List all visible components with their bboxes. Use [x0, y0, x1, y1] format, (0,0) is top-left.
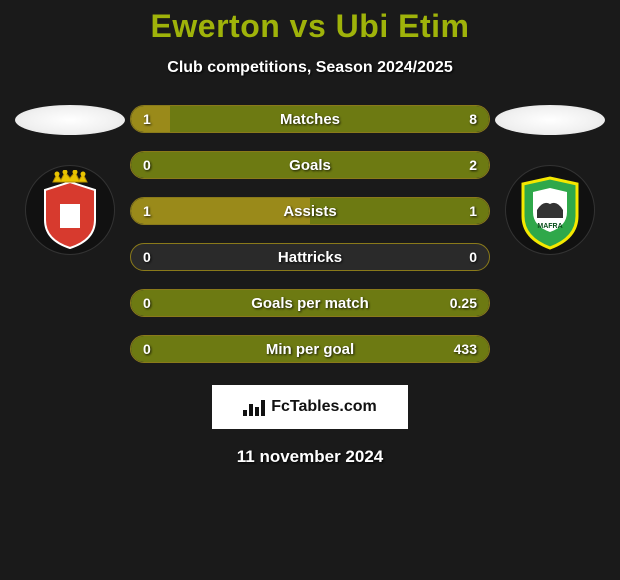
- date-text: 11 november 2024: [0, 447, 620, 467]
- club-left-badge: [25, 165, 115, 255]
- bar-value-right: 0.25: [450, 290, 477, 316]
- svg-text:MAFRA: MAFRA: [537, 223, 562, 230]
- player1-silhouette: [15, 105, 125, 135]
- stat-bar: 18Matches: [130, 105, 490, 133]
- player2-silhouette: [495, 105, 605, 135]
- bar-value-right: 1: [469, 198, 477, 224]
- stat-bar: 02Goals: [130, 151, 490, 179]
- bar-fill-right: [131, 336, 489, 362]
- page-title: Ewerton vs Ubi Etim: [0, 8, 620, 45]
- stat-bar: 0433Min per goal: [130, 335, 490, 363]
- bar-value-left: 0: [143, 290, 151, 316]
- subtitle: Club competitions, Season 2024/2025: [0, 59, 620, 77]
- player2-name: Ubi Etim: [336, 8, 470, 44]
- shield-right-icon: MAFRA: [515, 170, 585, 250]
- club-right-badge: MAFRA: [505, 165, 595, 255]
- vs-text: vs: [290, 8, 327, 44]
- bar-value-right: 0: [469, 244, 477, 270]
- player1-name: Ewerton: [151, 8, 281, 44]
- bar-fill-right: [170, 106, 489, 132]
- stat-bar: 11Assists: [130, 197, 490, 225]
- bar-chart-icon: [243, 398, 265, 416]
- right-side: MAFRA: [490, 105, 610, 255]
- brand-badge[interactable]: FcTables.com: [212, 385, 408, 429]
- stat-bars: 18Matches02Goals11Assists00Hattricks00.2…: [130, 105, 490, 363]
- shield-left-icon: [35, 170, 105, 250]
- stat-bar: 00.25Goals per match: [130, 289, 490, 317]
- left-side: [10, 105, 130, 255]
- comparison-card: Ewerton vs Ubi Etim Club competitions, S…: [0, 0, 620, 467]
- bar-value-left: 0: [143, 336, 151, 362]
- bar-value-left: 0: [143, 244, 151, 270]
- bar-value-left: 1: [143, 106, 151, 132]
- stat-bar: 0 0Hattricks: [130, 243, 490, 271]
- bar-fill-right: [131, 152, 489, 178]
- bar-value-right: 2: [469, 152, 477, 178]
- bar-fill-right: [310, 198, 489, 224]
- bar-fill-right: [131, 290, 489, 316]
- main-layout: 18Matches02Goals11Assists00Hattricks00.2…: [0, 105, 620, 363]
- brand-text: FcTables.com: [271, 398, 377, 416]
- bar-label: Hattricks: [131, 244, 489, 270]
- bar-value-right: 8: [469, 106, 477, 132]
- bar-value-left: 0: [143, 152, 151, 178]
- bar-fill-left: [131, 198, 310, 224]
- bar-value-left: 1: [143, 198, 151, 224]
- bar-value-right: 433: [454, 336, 477, 362]
